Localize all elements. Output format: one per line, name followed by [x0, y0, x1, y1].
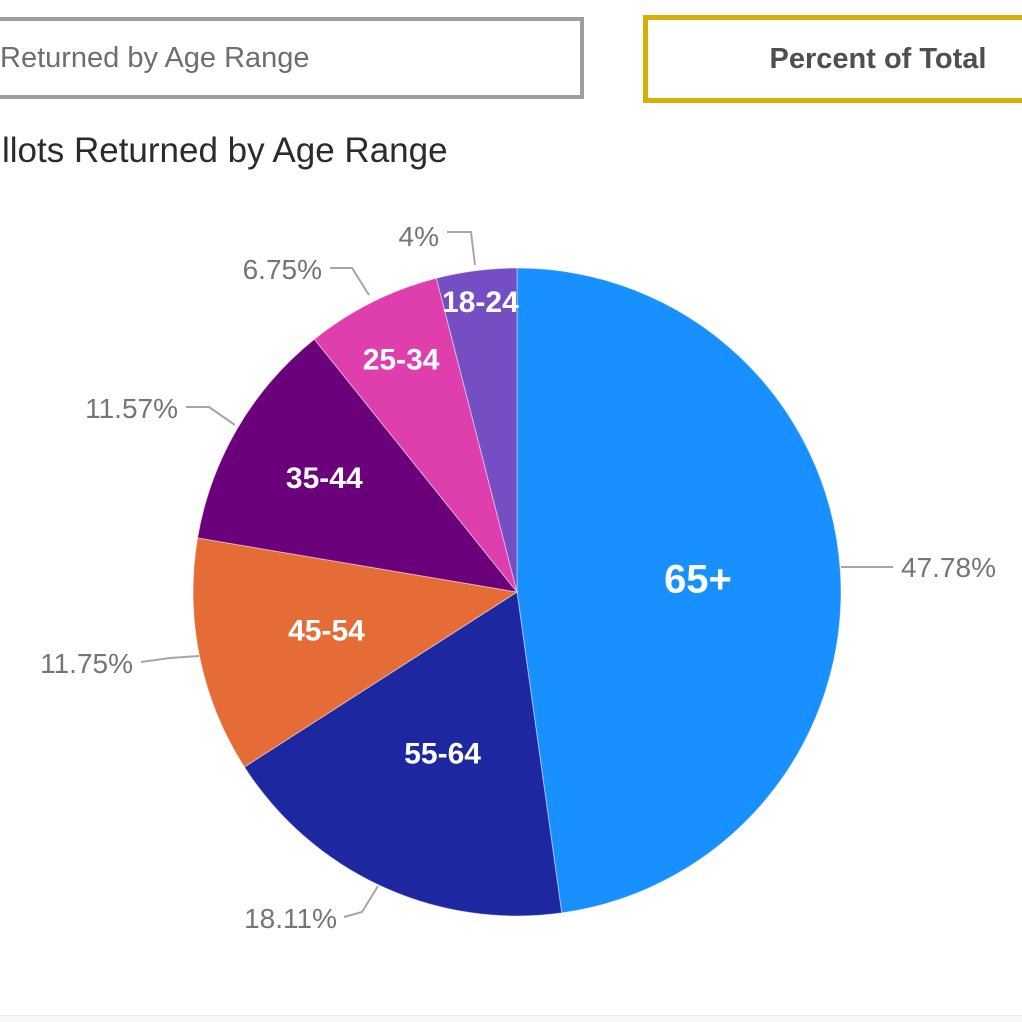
pie-slice-35-44[interactable] [197, 338, 519, 593]
callout-label-55-64: 18.11% [244, 903, 337, 934]
callout-line-45-54 [140, 655, 200, 663]
pie-slice-label-55-64: 55-64 [404, 737, 481, 770]
callout-line-25-34 [330, 267, 370, 296]
pie-slice-55-64[interactable] [243, 591, 563, 917]
pie-slice-25-34[interactable] [313, 277, 518, 593]
callout-label-45-54: 11.75% [40, 648, 133, 679]
callout-line-35-44 [186, 406, 236, 426]
pie-slice-65plus[interactable] [516, 267, 842, 914]
callout-label-25-34: 6.75% [243, 254, 322, 285]
pie-slice-label-18-24: 18-24 [442, 286, 519, 319]
callout-line-18-24 [447, 231, 476, 266]
pie-slice-45-54[interactable] [192, 537, 519, 768]
pie-slices [192, 267, 842, 917]
pie-callouts: 47.78% 18.11% 11.75% 11.57% 6.75% 4% [40, 221, 996, 934]
bottom-edge-strip [0, 1015, 1022, 1022]
pie-slice-label-35-44: 35-44 [286, 462, 363, 495]
callout-label-65plus: 47.78% [901, 552, 996, 583]
callout-line-55-64 [343, 885, 379, 918]
callout-label-18-24: 4% [399, 221, 439, 252]
pie-slice-label-25-34: 25-34 [363, 344, 440, 377]
filter-button-age-range[interactable]: Returned by Age Range [0, 17, 584, 99]
pie-slice-18-24[interactable] [435, 267, 518, 593]
chart-title: llots Returned by Age Range [2, 131, 448, 170]
filter-button-percent-of-total[interactable]: Percent of Total [643, 15, 1022, 103]
callout-label-35-44: 11.57% [85, 393, 178, 424]
pie-slice-label-65plus: 65+ [664, 558, 732, 602]
filter-button-age-range-label: Returned by Age Range [0, 41, 310, 74]
filter-button-percent-of-total-label: Percent of Total [769, 42, 987, 75]
pie-slice-label-45-54: 45-54 [288, 614, 365, 647]
